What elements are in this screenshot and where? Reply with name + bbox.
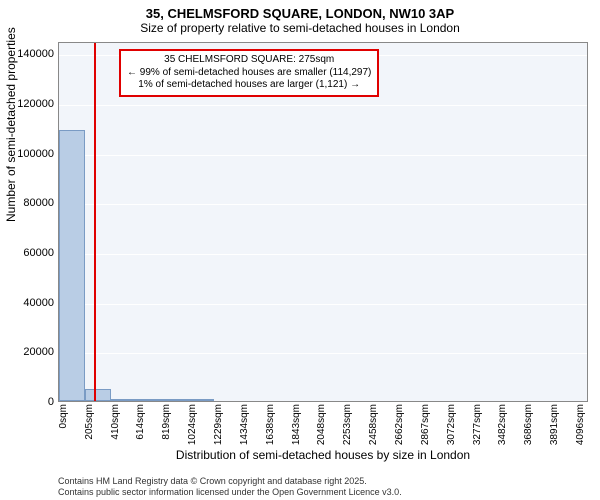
x-tick-label: 2048sqm <box>316 404 327 445</box>
x-tick-label: 1843sqm <box>291 404 302 445</box>
gridline <box>59 304 587 305</box>
plot-area: 35 CHELMSFORD SQUARE: 275sqm ← 99% of se… <box>58 42 588 402</box>
histogram-bar <box>188 399 214 401</box>
x-tick-label: 3686sqm <box>523 404 534 445</box>
x-tick-label: 1024sqm <box>187 404 198 445</box>
y-tick-label: 120000 <box>17 98 54 110</box>
y-tick-label: 20000 <box>23 346 54 358</box>
annotation-box: 35 CHELMSFORD SQUARE: 275sqm ← 99% of se… <box>119 49 379 97</box>
y-tick-label: 0 <box>48 396 54 408</box>
chart-container: 35, CHELMSFORD SQUARE, LONDON, NW10 3AP … <box>0 0 600 500</box>
property-marker-line <box>94 43 96 401</box>
chart-title: 35, CHELMSFORD SQUARE, LONDON, NW10 3AP <box>0 0 600 21</box>
x-tick-label: 2662sqm <box>394 404 405 445</box>
histogram-bar <box>162 399 188 401</box>
x-tick-label: 1638sqm <box>265 404 276 445</box>
histogram-bar <box>136 399 162 401</box>
annotation-line3: 1% of semi-detached houses are larger (1… <box>127 79 371 92</box>
x-tick-label: 1229sqm <box>213 404 224 445</box>
gridline <box>59 204 587 205</box>
gridline <box>59 254 587 255</box>
gridline <box>59 155 587 156</box>
chart-subtitle: Size of property relative to semi-detach… <box>0 21 600 39</box>
y-tick-label: 80000 <box>23 197 54 209</box>
x-tick-label: 2253sqm <box>342 404 353 445</box>
footer-line1: Contains HM Land Registry data © Crown c… <box>58 476 402 487</box>
x-tick-label: 2867sqm <box>420 404 431 445</box>
y-tick-label: 140000 <box>17 48 54 60</box>
y-tick-label: 60000 <box>23 247 54 259</box>
x-tick-label: 4096sqm <box>575 404 586 445</box>
x-tick-label: 2458sqm <box>368 404 379 445</box>
y-tick-label: 100000 <box>17 148 54 160</box>
annotation-line1: 35 CHELMSFORD SQUARE: 275sqm <box>127 54 371 67</box>
footer-attribution: Contains HM Land Registry data © Crown c… <box>58 476 402 498</box>
x-tick-label: 819sqm <box>161 404 172 440</box>
footer-line2: Contains public sector information licen… <box>58 487 402 498</box>
x-tick-label: 3891sqm <box>549 404 560 445</box>
x-tick-label: 205sqm <box>84 404 95 440</box>
x-tick-label: 3482sqm <box>497 404 508 445</box>
y-tick-label: 40000 <box>23 297 54 309</box>
x-tick-label: 410sqm <box>110 404 121 440</box>
annotation-line2: ← 99% of semi-detached houses are smalle… <box>127 67 371 80</box>
x-axis-label: Distribution of semi-detached houses by … <box>58 448 588 462</box>
x-tick-label: 0sqm <box>58 404 69 428</box>
gridline <box>59 353 587 354</box>
histogram-bar <box>85 389 111 401</box>
x-tick-label: 3277sqm <box>472 404 483 445</box>
x-tick-label: 1434sqm <box>239 404 250 445</box>
histogram-bar <box>111 399 137 401</box>
histogram-bar <box>59 130 85 401</box>
x-tick-label: 614sqm <box>135 404 146 440</box>
gridline <box>59 105 587 106</box>
y-axis: 020000400006000080000100000120000140000 <box>0 42 58 402</box>
x-tick-label: 3072sqm <box>446 404 457 445</box>
